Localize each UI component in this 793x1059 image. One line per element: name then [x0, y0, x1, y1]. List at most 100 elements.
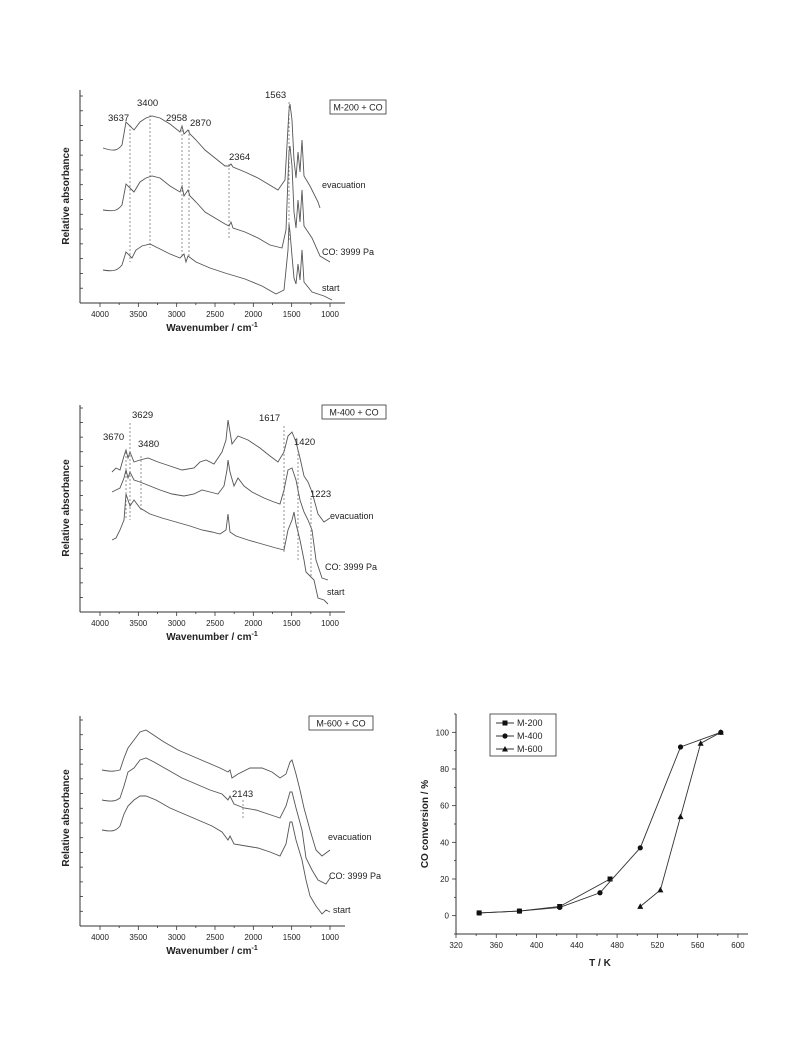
- panel-m200-y-axis-label: Relative absorbance: [61, 147, 72, 245]
- data-point-m-600: [677, 813, 684, 820]
- data-point-m-200: [607, 876, 613, 882]
- legend-label-m600: M-600: [517, 744, 543, 754]
- panel-m400-box-label-text: M-400 + CO: [329, 408, 378, 418]
- x-tick-label: 3500: [129, 619, 147, 628]
- conversion-legend: M-200 M-400 M-600: [489, 713, 557, 757]
- conversion-x-axis-label: T / K: [589, 958, 611, 969]
- panel-m600-spectrum-co: [101, 757, 331, 885]
- peak-label-1617: 1617: [259, 413, 280, 424]
- series-label-start: start: [333, 905, 351, 915]
- panel-m400-spectrum-start: [111, 493, 329, 605]
- data-point-m-600: [637, 903, 644, 909]
- x-tick-label: 1500: [283, 619, 301, 628]
- panel-m400-x-ticks: 4000 3500 3000 2500 2000 1500 1000: [91, 612, 339, 628]
- legend-circle-icon: [502, 733, 508, 739]
- x-tick-label: 3500: [129, 310, 147, 319]
- x-tick-label: 2000: [244, 310, 262, 319]
- series-label-evacuation: evacuation: [328, 832, 372, 842]
- panel-m200-y-ticks: [80, 95, 83, 304]
- y-tick-label: 20: [440, 875, 449, 884]
- legend-label-m200: M-200: [517, 718, 543, 728]
- x-tick-label: 520: [651, 941, 665, 950]
- peak-label-2870: 2870: [190, 118, 211, 129]
- peak-label-2143: 2143: [232, 789, 253, 800]
- x-tick-label: 1000: [321, 933, 339, 942]
- panel-m200-box-label: M-200 + CO: [329, 99, 387, 115]
- x-tick-label: 2500: [206, 933, 224, 942]
- x-tick-label: 3000: [168, 619, 186, 628]
- panel-m200-box-label-text: M-200 + CO: [333, 103, 382, 113]
- conversion-y-ticks: 0 20 40 60 80 100: [436, 713, 456, 935]
- y-tick-label: 60: [440, 802, 449, 811]
- panel-m200: 4000 3500 3000 2500 2000 1500 1000 M-200 + CO …: [61, 90, 387, 334]
- panel-m600-x-axis-label: Wavenumber / cm-1: [166, 945, 258, 957]
- panel-m600-box-label: M-600 + CO: [308, 715, 374, 731]
- x-tick-label: 560: [691, 941, 705, 950]
- data-point-m-400: [476, 910, 482, 916]
- series-line-m-600: [639, 731, 722, 907]
- panel-m200-x-ticks: 4000 3500 3000 2500 2000 1500 1000: [91, 303, 339, 319]
- data-point-m-600: [657, 886, 664, 893]
- panel-m200-spectrum-co: [102, 145, 331, 263]
- legend-triangle-icon: [502, 746, 508, 752]
- data-point-m-400: [597, 890, 603, 896]
- data-point-m-600: [697, 740, 704, 746]
- peak-label-3480: 3480: [138, 439, 159, 450]
- peak-label-1563: 1563: [265, 90, 286, 101]
- panel-m200-peak-lines: [129, 102, 290, 262]
- x-tick-label: 360: [490, 941, 504, 950]
- peak-label-3637: 3637: [108, 113, 129, 124]
- x-tick-label: 2000: [244, 933, 262, 942]
- panel-m400-box-label: M-400 + CO: [321, 404, 387, 420]
- panel-m400-y-axis-label: Relative absorbance: [61, 459, 72, 557]
- x-tick-label: 480: [610, 941, 624, 950]
- panel-m600-x-ticks: 4000 3500 3000 2500 2000 1500 1000: [91, 926, 339, 942]
- series-line-m-400: [479, 731, 721, 914]
- x-tick-label: 3500: [129, 933, 147, 942]
- y-tick-label: 80: [440, 765, 449, 774]
- x-tick-label: 2500: [206, 310, 224, 319]
- y-tick-label: 0: [445, 912, 450, 921]
- data-point-m-600: [717, 729, 724, 735]
- x-tick-label: 4000: [91, 310, 109, 319]
- panel-m600-box-label-text: M-600 + CO: [316, 719, 365, 729]
- panel-m400: 4000 3500 3000 2500 2000 1500 1000 M-400 + CO …: [61, 404, 387, 643]
- x-tick-label: 1500: [283, 933, 301, 942]
- peak-label-3629: 3629: [132, 410, 153, 421]
- panel-m400-x-axis-label: Wavenumber / cm-1: [166, 631, 258, 643]
- peak-label-1420: 1420: [294, 437, 315, 448]
- peak-label-3400: 3400: [137, 98, 158, 109]
- conversion-y-axis-label: CO conversion / %: [420, 780, 431, 868]
- x-tick-label: 1500: [283, 310, 301, 319]
- x-tick-label: 400: [530, 941, 544, 950]
- series-label-co: CO: 3999 Pa: [329, 871, 381, 881]
- data-point-m-400: [637, 845, 643, 851]
- x-tick-label: 2500: [206, 619, 224, 628]
- conversion-x-ticks: 320 360 400 440 480 520 560 600: [449, 934, 745, 950]
- x-tick-label: 2000: [244, 619, 262, 628]
- panel-co-conversion: 320 360 400 440 480 520 560 600 0 20 40 60 80 100 M-…: [420, 713, 748, 969]
- series-label-evacuation: evacuation: [322, 180, 366, 190]
- series-label-co: CO: 3999 Pa: [325, 562, 377, 572]
- panel-m400-spectrum-co: [111, 459, 329, 581]
- panel-m400-peak-lines: [125, 423, 312, 576]
- x-tick-label: 320: [449, 941, 463, 950]
- panel-m600: 4000 3500 3000 2500 2000 1500 1000 M-600 + CO …: [61, 715, 381, 957]
- x-tick-label: 4000: [91, 619, 109, 628]
- legend-square-icon: [502, 720, 508, 726]
- panel-m600-y-ticks: [80, 719, 83, 927]
- conversion-series: [476, 729, 724, 916]
- series-label-start: start: [322, 283, 340, 293]
- legend-label-m400: M-400: [517, 731, 543, 741]
- y-tick-label: 40: [440, 838, 449, 847]
- panel-m600-y-axis-label: Relative absorbance: [61, 769, 72, 867]
- series-label-co: CO: 3999 Pa: [322, 247, 374, 257]
- x-tick-label: 1000: [321, 310, 339, 319]
- panel-m600-spectrum-evacuation: [101, 729, 331, 857]
- x-tick-label: 1000: [321, 619, 339, 628]
- panel-m400-y-ticks: [80, 407, 83, 613]
- data-point-m-400: [516, 908, 523, 914]
- series-label-evacuation: evacuation: [330, 511, 374, 521]
- panel-m400-spectrum-evacuation: [111, 419, 331, 523]
